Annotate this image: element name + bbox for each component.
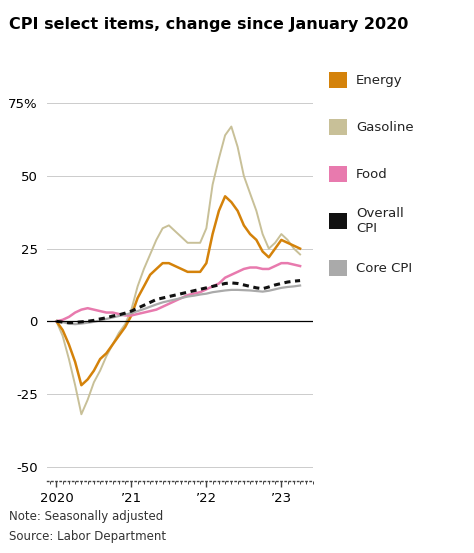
Text: Note: Seasonally adjusted: Note: Seasonally adjusted	[9, 509, 164, 523]
Text: Source: Labor Department: Source: Labor Department	[9, 530, 166, 543]
Text: Overall
CPI: Overall CPI	[356, 207, 404, 235]
Text: CPI select items, change since January 2020: CPI select items, change since January 2…	[9, 17, 409, 32]
Text: Energy: Energy	[356, 74, 402, 87]
Text: Food: Food	[356, 168, 388, 181]
Text: Core CPI: Core CPI	[356, 262, 412, 275]
Text: Gasoline: Gasoline	[356, 121, 414, 134]
